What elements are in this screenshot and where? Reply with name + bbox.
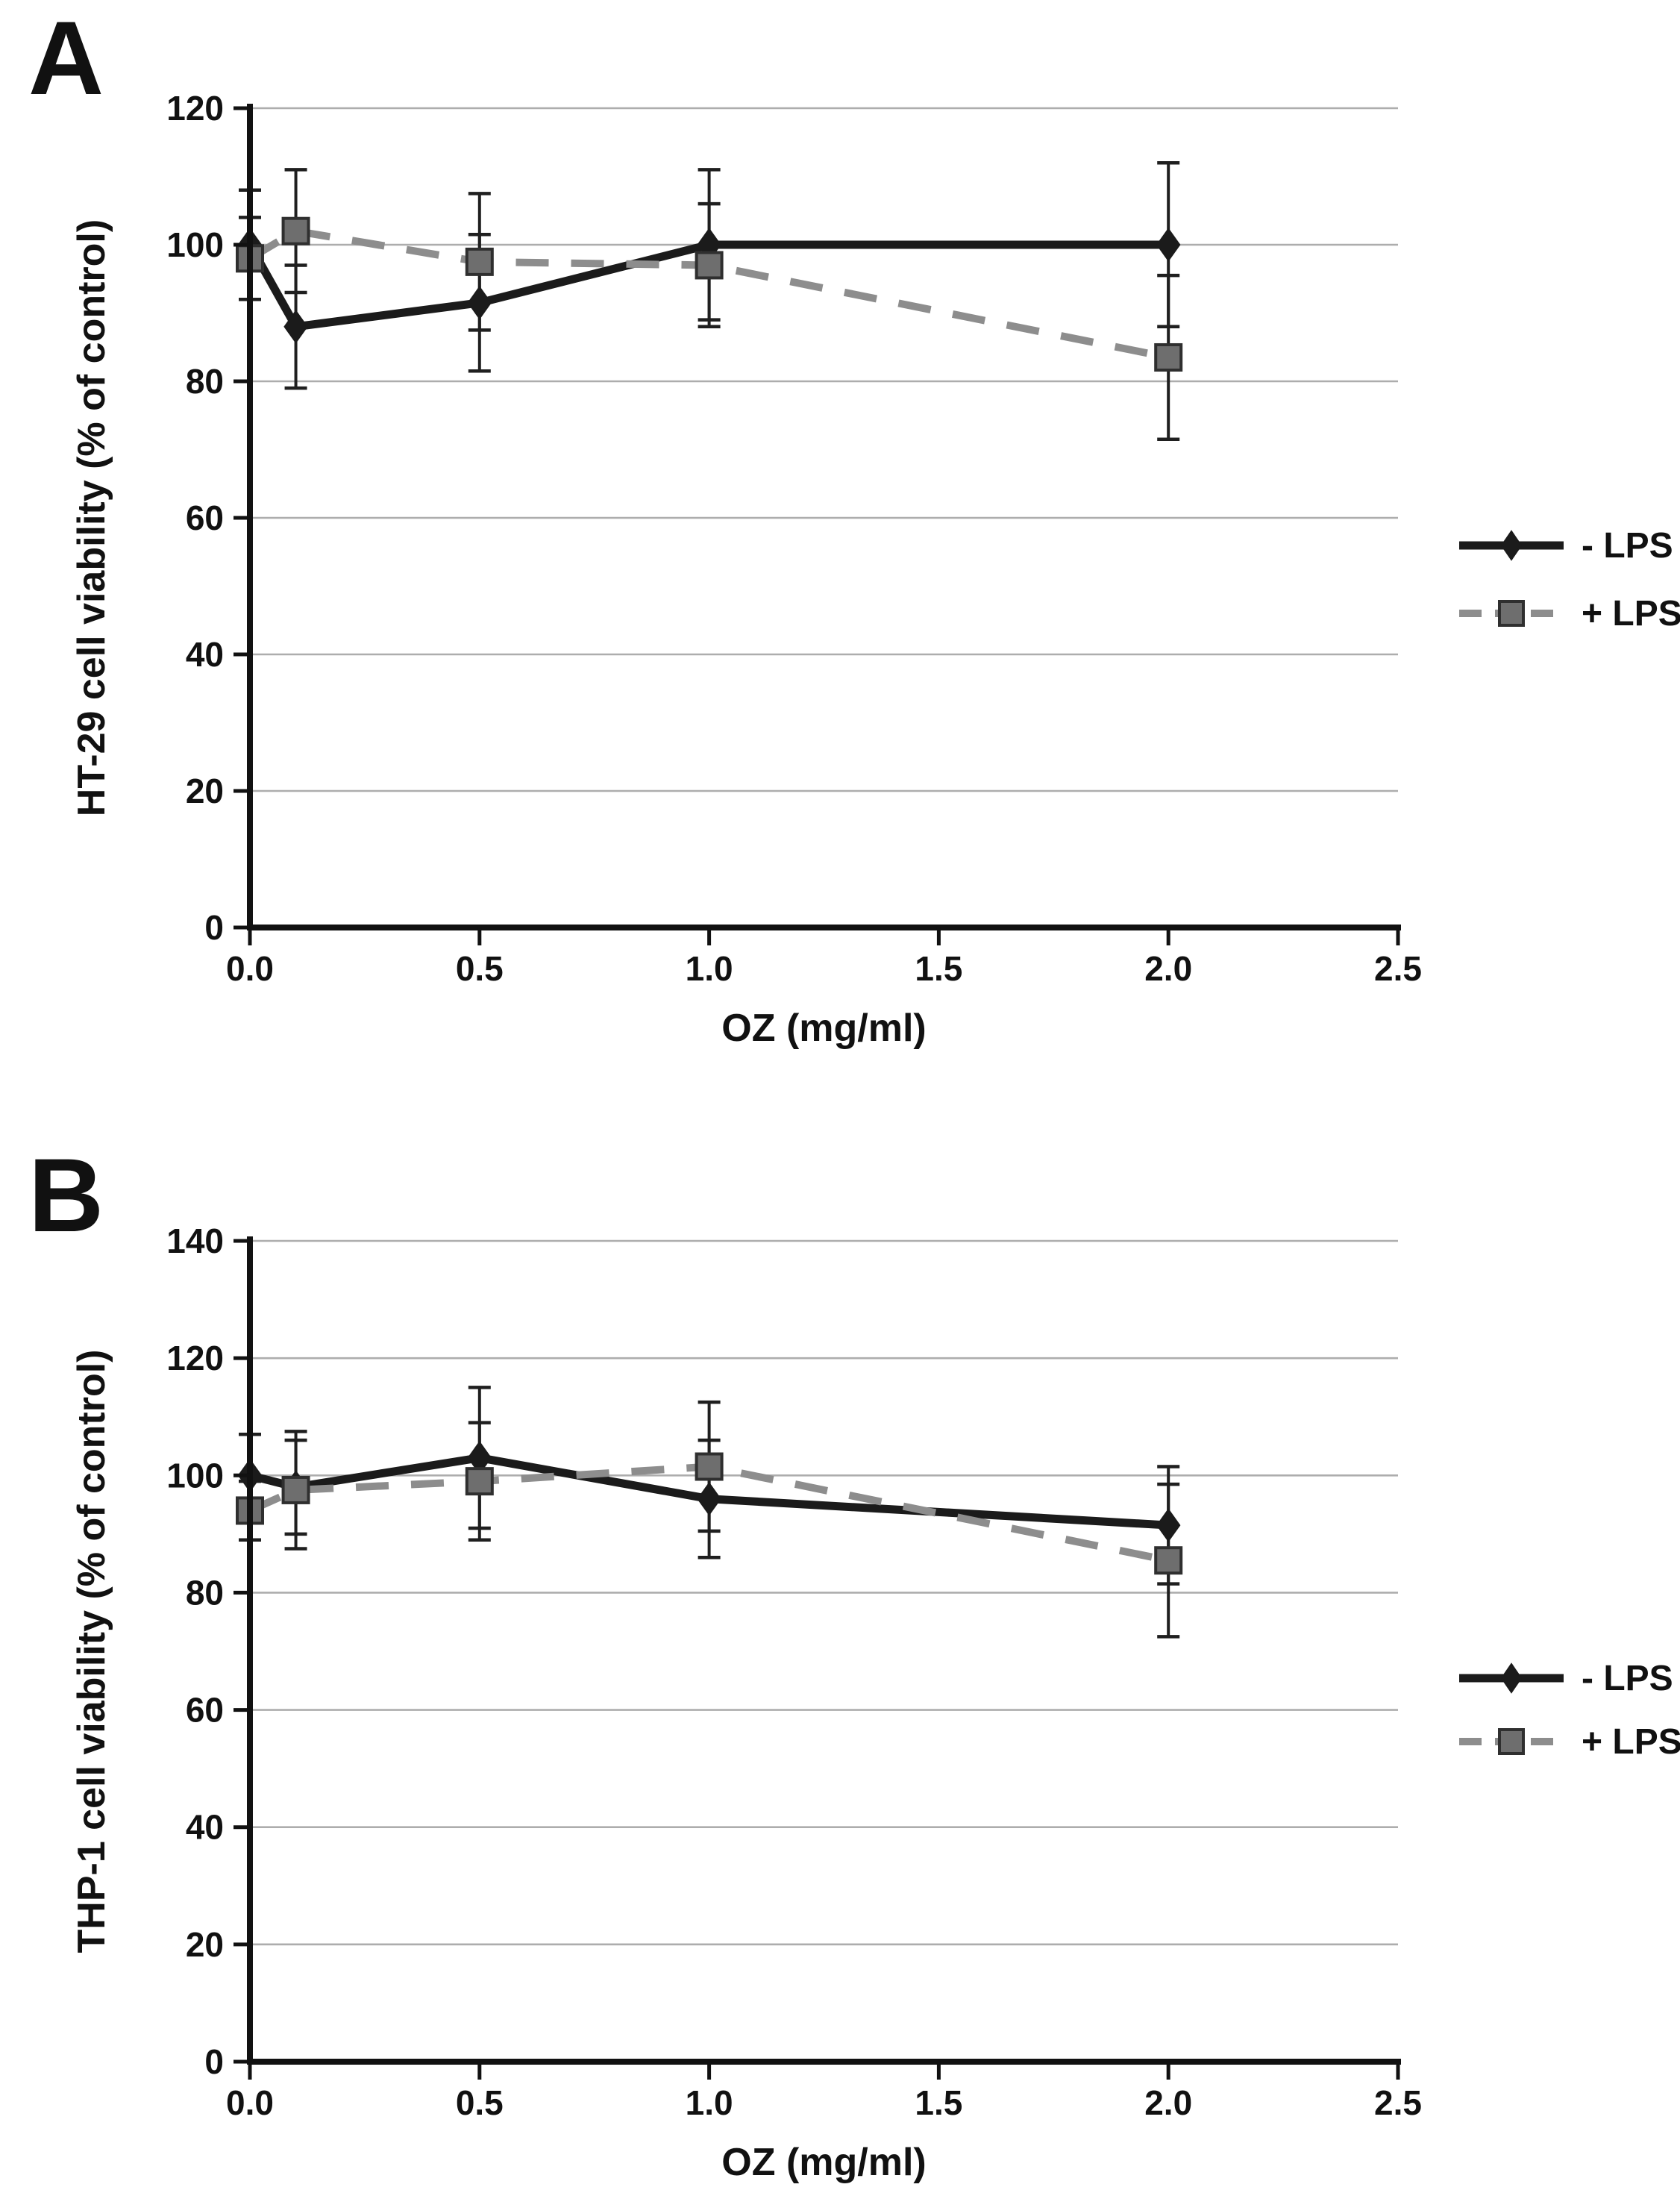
panel-b-y-tick-label-20: 20 bbox=[186, 1925, 224, 1964]
panel-b-legend-entry-minus-lps: - LPS bbox=[1459, 1659, 1673, 1698]
panel-a-x-tick-label-0: 0.0 bbox=[226, 949, 274, 988]
panel-a-y-tick-label-40: 40 bbox=[186, 635, 224, 674]
panel-a-y-tick-label-100: 100 bbox=[166, 225, 224, 264]
panel-a-marker-minus-lps-2-diamond-icon bbox=[467, 286, 492, 320]
panel-a-y-tick-label-0: 0 bbox=[204, 908, 224, 947]
panel-b-y-tick-label-40: 40 bbox=[186, 1808, 224, 1847]
panel-b-legend-square-icon bbox=[1498, 1728, 1525, 1755]
panel-a-legend-diamond-icon bbox=[1500, 530, 1523, 561]
panel-b-legend-label-minus-lps: - LPS bbox=[1582, 1659, 1673, 1698]
panel-b-x-tick-label-1: 0.5 bbox=[456, 2083, 504, 2122]
panel-label-b: B bbox=[28, 1136, 104, 1254]
panel-a-y-tick-label-20: 20 bbox=[186, 772, 224, 810]
panel-a-x-tick-label-3: 1.5 bbox=[915, 949, 962, 988]
panel-b-x-tick-label-2: 1.0 bbox=[686, 2083, 733, 2122]
panel-b-legend-diamond-icon bbox=[1500, 1662, 1523, 1694]
panel-b-y-tick-label-80: 80 bbox=[186, 1573, 224, 1612]
panel-a-marker-minus-lps-1-diamond-icon bbox=[283, 310, 308, 344]
panel-a-marker-plus-lps-4-square-icon bbox=[1154, 342, 1183, 372]
panel-b-marker-plus-lps-4-square-icon bbox=[1154, 1546, 1183, 1575]
panel-label-a: A bbox=[28, 0, 104, 116]
panel-b-x-tick-label-0: 0.0 bbox=[226, 2083, 274, 2122]
panel-b-y-tick-label-100: 100 bbox=[166, 1456, 224, 1495]
panel-a-x-axis-title: OZ (mg/ml) bbox=[721, 1007, 926, 1050]
panel-a-y-tick-label-120: 120 bbox=[166, 89, 224, 128]
panel-b: 0 20 40 60 80 100 120 140 0.0 0.5 1.0 1.5 2.0 2.5 OZ (… bbox=[70, 1221, 1680, 2184]
panel-b-marker-plus-lps-1-square-icon bbox=[281, 1475, 310, 1504]
panel-a-x-tick-label-1: 0.5 bbox=[456, 949, 504, 988]
panel-a-x-tick-label-4: 2.0 bbox=[1144, 949, 1192, 988]
panel-a-legend: - LPS + LPS bbox=[1459, 526, 1680, 634]
panel-a-legend-entry-plus-lps: + LPS bbox=[1459, 594, 1680, 634]
panel-b-y-tick-label-60: 60 bbox=[186, 1691, 224, 1730]
panel-b-y-tick-label-140: 140 bbox=[166, 1221, 224, 1260]
panel-a-legend-label-minus-lps: - LPS bbox=[1582, 526, 1673, 566]
panel-b-x-tick-label-3: 1.5 bbox=[915, 2083, 962, 2122]
panel-b-legend: - LPS + LPS bbox=[1459, 1659, 1680, 1762]
panel-a-legend-entry-minus-lps: - LPS bbox=[1459, 526, 1673, 566]
panel-a-marker-minus-lps-4-diamond-icon bbox=[1156, 228, 1181, 262]
panel-a-y-tick-label-60: 60 bbox=[186, 498, 224, 537]
panel-b-y-axis-title: THP-1 cell viability (% of control) bbox=[70, 1350, 113, 1953]
panel-b-legend-label-plus-lps: + LPS bbox=[1582, 1722, 1680, 1762]
panel-a-y-axis-title: HT-29 cell viability (% of control) bbox=[70, 219, 113, 816]
panel-a-legend-square-icon bbox=[1498, 600, 1525, 627]
panel-b-legend-entry-plus-lps: + LPS bbox=[1459, 1722, 1680, 1762]
panel-a-x-tick-label-5: 2.5 bbox=[1374, 949, 1422, 988]
panel-a-marker-plus-lps-2-square-icon bbox=[465, 247, 494, 276]
panel-a-x-tick-label-2: 1.0 bbox=[686, 949, 733, 988]
panel-a-marker-plus-lps-1-square-icon bbox=[281, 216, 310, 245]
panel-b-x-axis-title: OZ (mg/ml) bbox=[721, 2141, 926, 2184]
panel-b-marker-minus-lps-3-diamond-icon bbox=[697, 1481, 721, 1516]
panel-a-y-tick-label-80: 80 bbox=[186, 362, 224, 401]
panel-b-marker-minus-lps-4-diamond-icon bbox=[1156, 1508, 1181, 1542]
panel-b-x-tick-label-5: 2.5 bbox=[1374, 2083, 1422, 2122]
panel-b-marker-plus-lps-3-square-icon bbox=[695, 1452, 724, 1481]
panel-a: 0 20 40 60 80 100 120 0.0 0.5 1.0 1.5 2.0 2.5 OZ (mg/… bbox=[70, 89, 1680, 1050]
panel-a-marker-plus-lps-3-square-icon bbox=[695, 251, 724, 280]
panel-a-legend-label-plus-lps: + LPS bbox=[1582, 594, 1680, 634]
panel-b-x-tick-label-4: 2.0 bbox=[1144, 2083, 1192, 2122]
panel-b-y-tick-label-0: 0 bbox=[204, 2042, 224, 2081]
panel-b-marker-plus-lps-2-square-icon bbox=[465, 1467, 494, 1496]
panel-b-y-tick-label-120: 120 bbox=[166, 1339, 224, 1377]
